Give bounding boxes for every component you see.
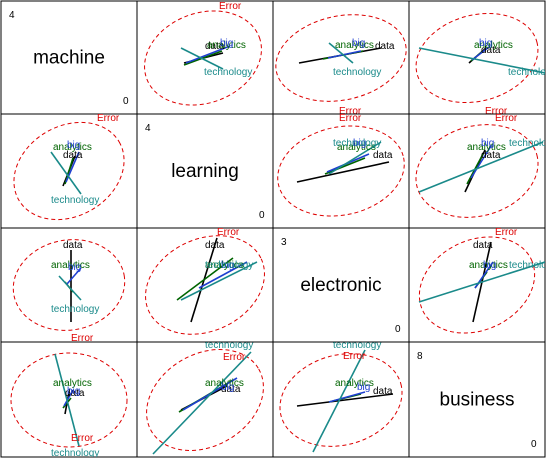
big-label: big — [220, 38, 233, 49]
technology-label: technology — [51, 304, 99, 315]
big-label: big — [481, 138, 494, 149]
data-label: data — [63, 240, 83, 251]
cell-border — [409, 114, 545, 228]
cell-border — [273, 114, 409, 228]
error-label: Error — [343, 351, 366, 362]
diagonal-top-value: 8 — [417, 351, 423, 362]
data-label: data — [375, 41, 395, 52]
variable-name: learning — [171, 161, 239, 182]
technology-label: technology — [51, 448, 99, 458]
data-label: data — [205, 240, 225, 251]
big-label: big — [479, 38, 492, 49]
technology-label: technology — [333, 67, 381, 78]
big-label: big — [67, 140, 80, 151]
diagonal-bottom-value: 0 — [531, 439, 537, 450]
technology-label: technology — [51, 195, 99, 206]
matrix-cell-2-0: dataanalyticsbigtechnologyError — [1, 228, 137, 344]
big-label: big — [68, 262, 81, 273]
big-label: big — [67, 386, 80, 397]
matrix-cell-2-2: 3 electronic 0 — [273, 228, 409, 342]
matrix-cell-0-0: 4 machine 0 — [1, 1, 137, 114]
error-label: Error — [217, 227, 240, 238]
matrix-cell-1-1: 4 learning 0 — [137, 114, 273, 228]
cell-border — [273, 1, 409, 114]
diagonal-bottom-value: 0 — [123, 96, 129, 107]
data-label: data — [373, 386, 393, 397]
technology-label: technology — [205, 260, 253, 271]
technology-label: technology — [333, 138, 381, 149]
technology-label: technology — [509, 138, 546, 149]
matrix-cell-3-3: 8 business 0 — [409, 342, 545, 457]
variable-name: business — [440, 390, 515, 411]
technology-label: technology — [509, 260, 546, 271]
error-label: Error — [219, 1, 242, 12]
diagonal-bottom-value: 0 — [259, 210, 265, 221]
variable-name: machine — [33, 48, 105, 69]
error-label: Error — [97, 113, 120, 124]
diagonal-bottom-value: 0 — [395, 324, 401, 335]
big-label: big — [221, 382, 234, 393]
error-label: Error — [495, 113, 518, 124]
technology-label: technology — [508, 67, 546, 78]
error-label: Error — [223, 352, 246, 363]
diagonal-top-value: 3 — [281, 237, 287, 248]
variable-name: electronic — [300, 275, 381, 296]
error-label: Error — [495, 227, 518, 238]
data-label: data — [473, 240, 493, 251]
error-label: Error — [339, 113, 362, 124]
diagonal-top-value: 4 — [145, 123, 151, 134]
matrix-cell-2-3: dataanalyticsbigtechnologyError — [404, 219, 546, 351]
big-label: big — [357, 382, 370, 393]
matrix-cell-1-0: dataanalyticsbigtechnologyError — [0, 103, 142, 239]
matrix-cell-0-1: dataanalyticsbigtechnologyError — [131, 0, 275, 121]
error-label: Error — [71, 433, 94, 444]
technology-label: technology — [204, 67, 252, 78]
big-label: big — [352, 38, 365, 49]
cell-border — [409, 1, 545, 114]
big-label: big — [483, 260, 496, 271]
diagonal-top-value: 4 — [9, 10, 15, 21]
data-label: data — [373, 150, 393, 161]
matrix-cell-3-2: dataanalyticsbigtechnologyError — [269, 340, 412, 458]
